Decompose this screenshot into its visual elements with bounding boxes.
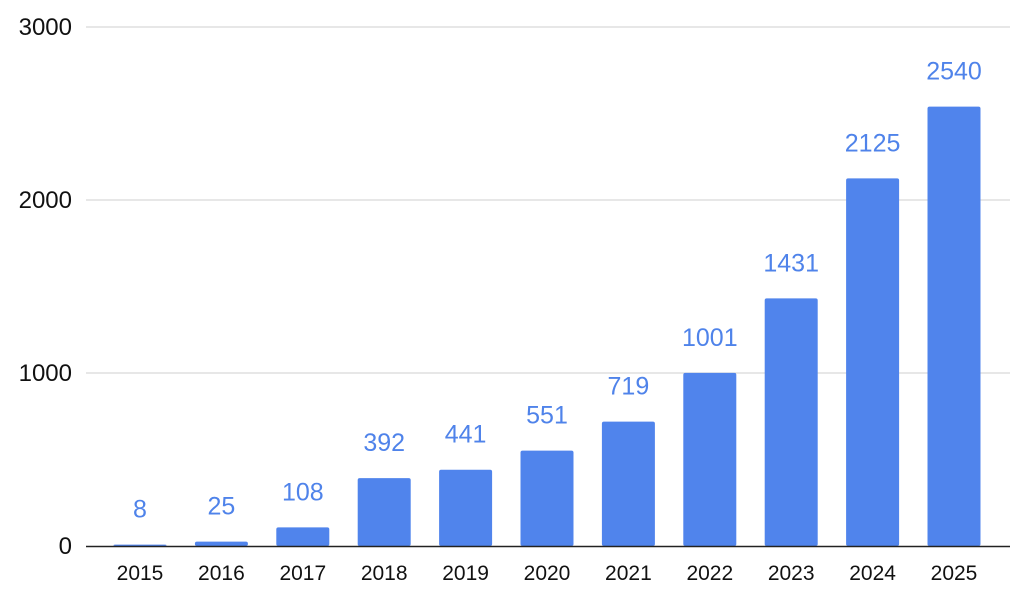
x-tick-label: 2021 <box>605 562 652 585</box>
y-tick-label: 0 <box>59 533 72 560</box>
data-label: 392 <box>363 429 405 457</box>
x-tick-label: 2015 <box>117 562 164 585</box>
bar <box>113 544 167 546</box>
x-tick-label: 2019 <box>442 562 489 585</box>
x-tick-label: 2016 <box>198 562 245 585</box>
bar <box>927 106 981 546</box>
x-tick-label: 2017 <box>279 562 326 585</box>
x-tick-label: 2025 <box>931 562 978 585</box>
x-tick-label: 2022 <box>686 562 733 585</box>
bar <box>846 178 900 546</box>
bars <box>113 106 981 546</box>
data-label: 2540 <box>926 58 982 86</box>
y-axis-ticks: 0 1000 2000 3000 <box>19 14 72 560</box>
y-tick-label: 3000 <box>19 14 72 41</box>
y-tick-label: 1000 <box>19 360 72 387</box>
bar <box>683 372 737 546</box>
bar <box>520 450 574 546</box>
bar <box>276 527 330 546</box>
data-label: 551 <box>526 402 568 430</box>
bar <box>194 541 248 546</box>
x-tick-label: 2023 <box>768 562 815 585</box>
data-label: 719 <box>608 373 650 401</box>
data-label: 2125 <box>845 129 901 157</box>
data-label: 108 <box>282 478 324 506</box>
data-labels: 8 25 108 392 441 551 719 1001 1431 2125 2540 <box>133 58 982 524</box>
x-axis-ticks: 2015 2016 2017 2018 2019 2020 2021 2022 2023 2024… <box>117 562 978 585</box>
data-label: 25 <box>207 493 235 521</box>
x-tick-label: 2020 <box>524 562 571 585</box>
data-label: 8 <box>133 496 147 524</box>
data-label: 1431 <box>763 249 819 277</box>
bar <box>357 478 411 546</box>
data-label: 441 <box>445 421 487 449</box>
bar <box>439 469 493 546</box>
bar <box>764 298 818 546</box>
data-label: 1001 <box>682 324 738 352</box>
y-tick-label: 2000 <box>19 187 72 214</box>
x-tick-label: 2018 <box>361 562 408 585</box>
x-tick-label: 2024 <box>849 562 896 585</box>
bar <box>601 421 655 546</box>
